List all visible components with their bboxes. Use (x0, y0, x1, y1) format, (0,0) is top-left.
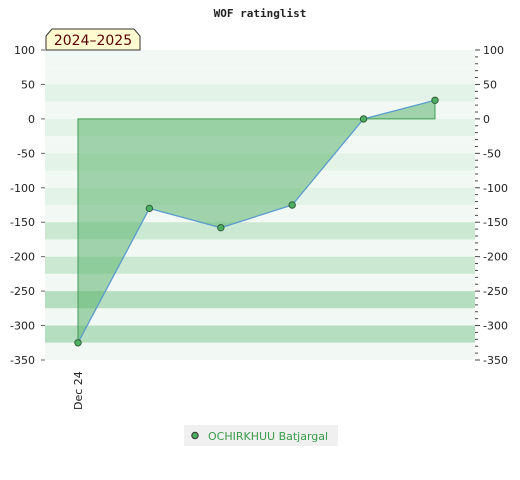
y-tick-label-right: -50 (483, 147, 501, 160)
grid-band (45, 50, 475, 68)
y-axis-right: 100 50 0 -50 -100 -150 -200 -250 -300 -350 (475, 44, 508, 367)
y-tick-label-left: -50 (17, 147, 35, 160)
grid-band (45, 239, 475, 257)
y-tick-label-right: -300 (483, 320, 508, 333)
y-tick-label-left: 0 (28, 113, 35, 126)
data-point (431, 96, 439, 104)
y-tick-label-left: -100 (10, 182, 35, 195)
y-tick-label-right: -150 (483, 216, 508, 229)
legend-box (184, 425, 338, 446)
grid-band (45, 308, 475, 326)
y-axis-left: 100 50 0 -50 -100 -150 -200 -250 -300 -350 (10, 44, 45, 367)
y-tick-label-right: -250 (483, 285, 508, 298)
data-point (288, 201, 296, 209)
y-tick-label-left: -300 (10, 320, 35, 333)
y-tick-label-left: -200 (10, 251, 35, 264)
y-tick-label-left: -250 (10, 285, 35, 298)
legend[interactable]: OCHIRKHUU Batjargal (184, 425, 338, 446)
grid-band (45, 291, 475, 309)
series-layer (74, 96, 439, 347)
grid-band (45, 67, 475, 85)
grid-band (45, 222, 475, 240)
grid-band (45, 342, 475, 360)
data-point (74, 339, 82, 347)
legend-marker-icon (191, 431, 199, 440)
chart-title: WOF ratinglist (214, 7, 307, 20)
y-tick-label-left: -150 (10, 216, 35, 229)
period-badge-label: 2024–2025 (54, 33, 132, 49)
data-point (145, 204, 154, 213)
x-tick-label: Dec 24 (72, 371, 85, 410)
grid-band (45, 325, 475, 343)
y-tick-label-right: -350 (483, 354, 508, 367)
x-axis: Dec 24 (72, 371, 85, 410)
y-tick-label-right: 50 (483, 78, 497, 91)
y-tick-label-right: -100 (483, 182, 508, 195)
grid-band (45, 84, 475, 102)
y-tick-label-left: -350 (10, 354, 35, 367)
y-tick-label-right: 0 (483, 113, 490, 126)
y-tick-label-left: 100 (14, 44, 35, 57)
data-point (359, 115, 368, 123)
series-line (77, 99, 436, 344)
data-point (217, 224, 225, 232)
period-badge-frame (45, 28, 141, 51)
grid-band (45, 256, 475, 274)
legend-series-label: OCHIRKHUU Batjargal (208, 430, 328, 443)
period-badge: 2024–2025 (45, 28, 141, 51)
y-tick-label-left: 50 (21, 78, 35, 91)
y-tick-label-right: 100 (483, 44, 504, 57)
grid-band (45, 273, 475, 292)
grid-band (45, 101, 475, 119)
y-tick-label-right: -200 (483, 251, 508, 264)
